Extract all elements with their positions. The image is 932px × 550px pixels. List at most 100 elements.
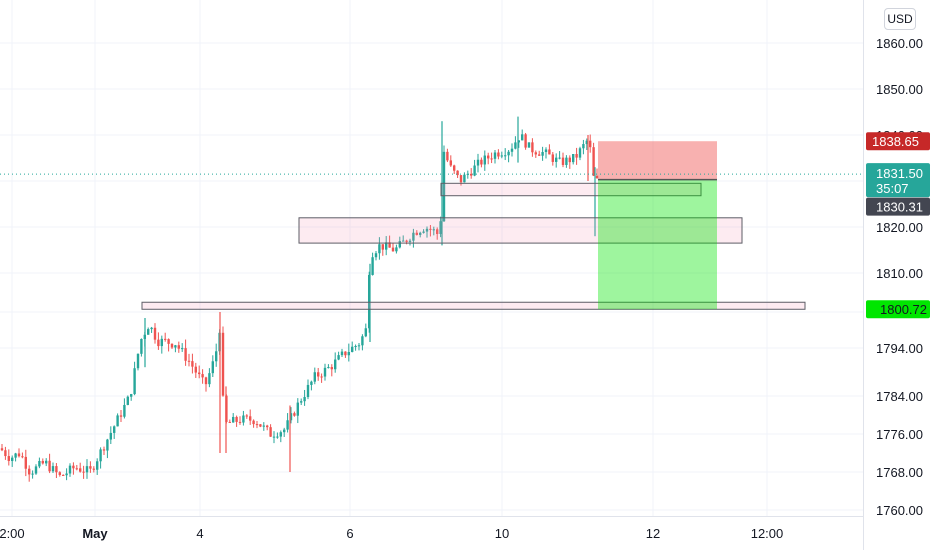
candle-body	[432, 229, 435, 231]
candle-body	[150, 327, 153, 330]
candle-body	[259, 424, 262, 427]
candle-body	[398, 241, 401, 248]
candle-body	[473, 165, 476, 176]
candle-body	[334, 359, 337, 370]
candle-body	[184, 348, 187, 361]
candle-body	[174, 345, 177, 348]
candle-body	[585, 140, 588, 145]
candle-body	[21, 456, 24, 458]
candle-body	[238, 421, 242, 423]
candle-body	[303, 397, 306, 402]
candle-body	[572, 153, 575, 163]
candle-body	[160, 338, 163, 347]
candle-body	[106, 439, 109, 451]
currency-selector-button[interactable]: USD	[884, 8, 916, 30]
candle-body	[313, 372, 316, 382]
candle-body	[544, 149, 548, 153]
candle-body	[531, 142, 534, 153]
candle-body	[153, 327, 157, 340]
candle-body	[235, 416, 238, 422]
candle-body	[201, 374, 204, 378]
x-tick-label: May	[82, 526, 108, 541]
candle-body	[374, 253, 378, 258]
stop-loss-zone[interactable]	[598, 141, 717, 180]
x-tick-label: 12	[646, 526, 660, 541]
candle-body	[266, 425, 269, 428]
candle-body	[55, 466, 58, 473]
candle-body	[255, 424, 259, 426]
x-tick-label: 12:00	[751, 526, 784, 541]
candle-body	[361, 336, 364, 346]
candle-body	[415, 232, 418, 235]
x-tick-label: 4	[196, 526, 203, 541]
x-tick-label: 10	[495, 526, 509, 541]
candle-body	[109, 432, 112, 440]
candle-body	[79, 468, 82, 472]
resistance-zone-low[interactable]	[141, 301, 806, 310]
candle-body	[38, 460, 41, 467]
candle-body	[357, 345, 361, 347]
candle-body	[408, 240, 412, 242]
candle-body	[269, 427, 272, 437]
candle-body	[582, 144, 585, 149]
support-zone-mid[interactable]	[298, 217, 743, 244]
candle-body	[490, 158, 493, 160]
candle-body	[476, 159, 480, 166]
candle-body	[561, 157, 565, 165]
candle-body	[157, 339, 160, 347]
candle-body	[425, 228, 429, 232]
candle-countdown-text: 35:07	[876, 181, 909, 196]
candle-body	[68, 465, 72, 474]
candle-body	[497, 152, 500, 157]
candle-body	[65, 473, 68, 476]
candle-body	[500, 155, 503, 157]
candle-body	[534, 152, 537, 155]
y-tick-label: 1810.00	[876, 266, 923, 281]
current-price-label	[866, 163, 930, 198]
candle-body	[306, 384, 310, 398]
candle-body	[194, 366, 197, 373]
candle-body	[466, 173, 469, 175]
candle-body	[75, 468, 78, 470]
candle-body	[41, 460, 44, 464]
candle-body	[419, 232, 422, 235]
candle-body	[140, 339, 143, 354]
candle-body	[0, 448, 4, 451]
order-block-top[interactable]	[440, 182, 702, 197]
candle-body	[578, 148, 582, 158]
candle-body	[541, 152, 544, 156]
candle-body	[538, 154, 541, 156]
stop-loss-price-text: 1838.65	[872, 134, 919, 149]
candle-body	[364, 328, 367, 337]
candle-body	[133, 368, 136, 395]
candle-body	[51, 466, 55, 472]
current-price-text: 1831.50	[876, 166, 923, 181]
candle-body	[24, 456, 27, 469]
candle-body	[130, 394, 133, 397]
candle-body	[177, 345, 180, 349]
candle-body	[402, 240, 405, 242]
take-profit-zone[interactable]	[598, 179, 717, 310]
candle-body	[480, 159, 483, 165]
candle-body	[45, 460, 48, 464]
candle-body	[221, 332, 225, 396]
candle-body	[170, 343, 174, 348]
candle-body	[327, 367, 330, 369]
candle-body	[92, 468, 95, 470]
candle-body	[211, 361, 214, 374]
candle-body	[385, 242, 388, 250]
candle-body	[34, 466, 38, 474]
candle-body	[592, 147, 595, 176]
y-tick-label: 1794.00	[876, 341, 923, 356]
candle-body	[99, 449, 102, 462]
candle-body	[405, 240, 408, 242]
y-tick-label: 1850.00	[876, 82, 923, 97]
candle-body	[232, 416, 235, 423]
candle-body	[388, 242, 391, 248]
candle-body	[565, 157, 568, 165]
y-tick-label: 1776.00	[876, 427, 923, 442]
candle-body	[568, 157, 571, 163]
candle-body	[548, 149, 551, 155]
candle-body	[354, 346, 357, 348]
